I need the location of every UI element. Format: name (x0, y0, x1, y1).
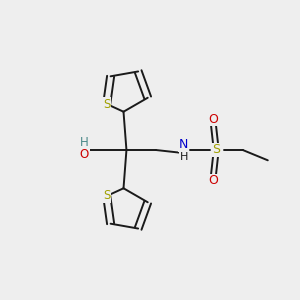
Text: O: O (208, 174, 218, 188)
Text: S: S (103, 190, 110, 202)
Text: H: H (80, 136, 89, 149)
Text: S: S (212, 143, 220, 157)
Text: H: H (180, 152, 188, 162)
Text: N: N (179, 138, 188, 151)
Text: O: O (80, 148, 89, 161)
Text: O: O (208, 112, 218, 126)
Text: S: S (103, 98, 110, 110)
